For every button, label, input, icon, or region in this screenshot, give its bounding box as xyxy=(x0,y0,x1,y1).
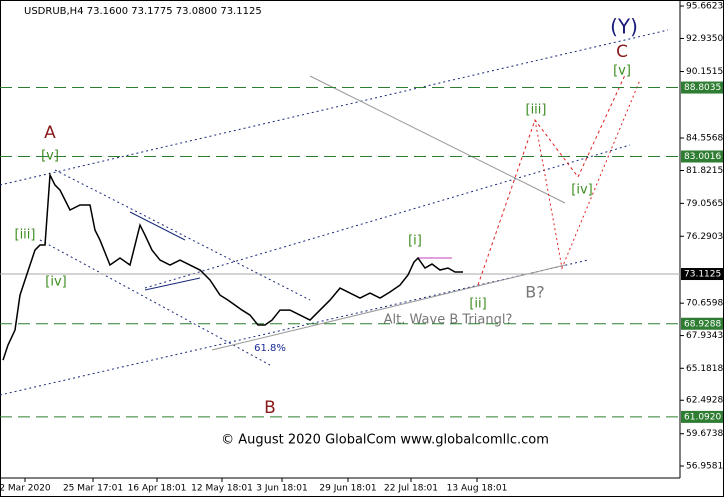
x-tick-label: 13 Aug 18:01 xyxy=(447,484,508,494)
level-label: 68.9288 xyxy=(684,319,721,329)
fib-label: 61.8% xyxy=(254,343,286,354)
y-tick-label: 76.2903 xyxy=(686,232,723,242)
wave-label: C xyxy=(616,42,628,62)
y-tick-label: 79.0565 xyxy=(686,199,723,209)
chart-title: USDRUB,H4 73.1600 73.1775 73.0800 73.112… xyxy=(24,6,262,17)
y-tick-label: 70.6598 xyxy=(686,299,723,309)
price-line xyxy=(2,172,463,361)
channel-line xyxy=(39,239,271,366)
annotation: Alt. Wave B Triangl? xyxy=(384,313,513,328)
forecast-path xyxy=(477,74,626,286)
wave-label: [iv] xyxy=(45,275,66,290)
wave-label: [ii] xyxy=(469,297,486,312)
level-tag xyxy=(681,150,723,163)
y-tick-label: 81.8215 xyxy=(686,166,723,176)
channel-line xyxy=(0,259,589,396)
trend-line xyxy=(211,264,566,351)
y-tick-label: 59.6738 xyxy=(686,429,723,439)
y-tick-label: 92.9350 xyxy=(686,34,723,44)
wave-label: B? xyxy=(525,283,544,302)
y-tick-label: 67.9343 xyxy=(686,331,723,341)
channel-line xyxy=(144,144,631,289)
level-tag xyxy=(681,81,723,94)
y-tick-label: 65.1818 xyxy=(686,364,723,374)
wave-label: A xyxy=(44,123,56,143)
x-tick-label: 12 May 18:01 xyxy=(191,484,253,494)
trend-line xyxy=(129,211,186,241)
level-tag xyxy=(681,410,723,423)
x-tick-label: 22 Jul 18:01 xyxy=(384,484,438,494)
wave-label: [iv] xyxy=(571,183,592,198)
trend-line xyxy=(309,75,566,204)
trend-line xyxy=(144,277,201,291)
copyright: © August 2020 GlobalCom www.globalcomllc… xyxy=(221,433,549,448)
channels xyxy=(0,29,669,396)
wave-label: [iii] xyxy=(15,228,36,243)
last-price-tag xyxy=(681,268,723,281)
y-tick-label: 56.9581 xyxy=(686,462,723,472)
x-tick-label: 3 Jun 18:01 xyxy=(256,484,307,494)
wave-label: [iii] xyxy=(526,103,547,118)
level-label: 61.0920 xyxy=(684,412,721,422)
last-price-label: 73.1125 xyxy=(684,270,721,280)
x-tick-label: 29 Jun 18:01 xyxy=(319,484,376,494)
level-label: 88.8035 xyxy=(684,83,721,93)
channel-line xyxy=(0,29,669,186)
level-tag xyxy=(681,317,723,330)
wave-label: [i] xyxy=(408,234,422,249)
x-tick-label: 2 Mar 2020 xyxy=(0,484,51,494)
y-tick-label: 95.6623 xyxy=(686,2,723,12)
y-tick-label: 90.1515 xyxy=(686,67,723,77)
wave-label: (Y) xyxy=(610,15,638,39)
y-tick-label: 62.4928 xyxy=(686,396,723,406)
wave-label: B xyxy=(264,398,276,418)
forecast-path xyxy=(534,79,641,270)
level-label: 83.0016 xyxy=(684,152,721,162)
y-tick-label: 84.5568 xyxy=(686,134,723,144)
x-tick-label: 25 Mar 17:01 xyxy=(63,484,123,494)
x-tick-label: 16 Apr 18:01 xyxy=(128,484,187,494)
wave-label: [v] xyxy=(41,149,59,164)
wave-label: [v] xyxy=(613,64,631,79)
